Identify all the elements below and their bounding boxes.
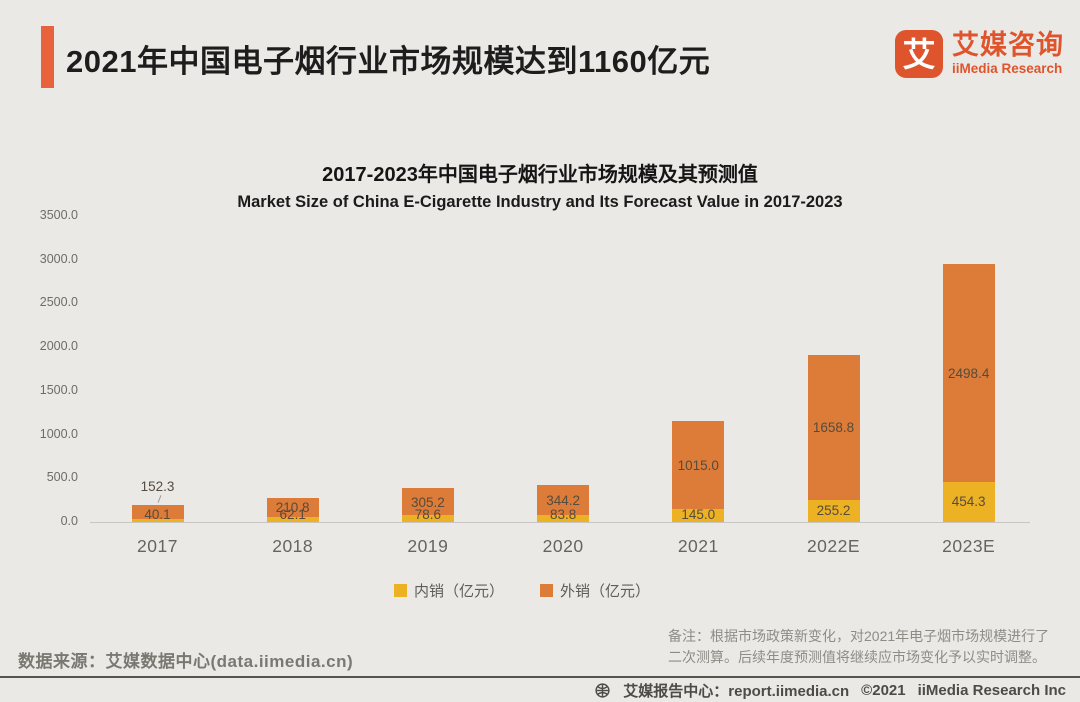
x-axis-label: 2021: [677, 536, 719, 556]
bar-label-export: 152.3: [140, 479, 175, 495]
globe-icon: [595, 683, 610, 698]
bar-label-export: 2498.4: [948, 366, 990, 382]
bar-label-domestic: 255.2: [816, 502, 851, 518]
chart-title: 2017-2023年中国电子烟行业市场规模及其预测值: [322, 164, 758, 186]
bar-segment-export: [807, 354, 860, 500]
bar-2018: 62.1 210.8: [266, 498, 319, 522]
bar-2019: 78.6 305.2: [401, 488, 454, 522]
brand-logo-glyph: 艾: [902, 35, 936, 73]
chart-note-line1: 备注：根据市场政策新变化，对2021年电子烟市场规模进行了: [668, 628, 1050, 644]
legend-label-domestic: 内销（亿元）: [413, 583, 504, 600]
bar-label-export: 1015.0: [677, 457, 719, 473]
bar-2021: 145.0 1015.0: [672, 420, 725, 522]
bar-segment-domestic: [942, 482, 995, 522]
bar-segment-domestic: [266, 516, 319, 522]
legend-label-export: 外销（亿元）: [560, 583, 651, 600]
chart-note-line2: 二次测算。后续年度预测值将继续应市场变化予以实时调整。: [668, 649, 1046, 665]
y-axis-tick-label: 3500.0: [39, 208, 78, 222]
label-leader-line: [157, 495, 161, 504]
y-axis-tick-label: 1500.0: [39, 382, 78, 397]
data-source: 数据来源：艾媒数据中心(data.iimedia.cn): [18, 652, 354, 671]
bar-segment-domestic: [537, 514, 590, 522]
x-axis-label: 2018: [272, 536, 314, 556]
x-axis-label: 2019: [407, 536, 449, 556]
footer-report-center: 艾媒报告中心：report.iimedia.cn: [623, 683, 850, 700]
bar-segment-export: [266, 498, 319, 517]
chart-legend: 内销（亿元） 外销（亿元）: [0, 580, 1044, 601]
brand-logo-icon: 艾: [895, 30, 943, 78]
bar-2017: 40.1 152.3: [131, 479, 184, 522]
x-axis-label: 2017: [137, 536, 178, 556]
y-axis-tick-label: 2000.0: [39, 339, 78, 354]
bar-segment-domestic: [807, 499, 860, 522]
bar-label-domestic: 145.0: [681, 507, 716, 522]
page-footer: 艾媒报告中心：report.iimedia.cn ©2021 iiMedia R…: [594, 680, 1066, 701]
legend-item-export: 外销（亿元）: [540, 580, 650, 601]
bar-label-domestic: 454.3: [951, 494, 986, 510]
bar-segment-domestic: [401, 515, 454, 522]
y-axis-tick-label: 3000.0: [39, 251, 78, 266]
footer-divider: [0, 676, 1080, 678]
legend-swatch-export: [540, 584, 553, 597]
legend-swatch-domestic: [393, 584, 407, 597]
brand-name-en: iiMedia Research: [952, 60, 1063, 76]
bar-segment-export: [401, 488, 454, 516]
brand-logo-text: 艾媒咨询 iiMedia Research: [952, 32, 1064, 76]
chart-note: 备注：根据市场政策新变化，对2021年电子烟市场规模进行了 二次测算。后续年度预…: [668, 626, 1049, 668]
bar-label-export: 344.2: [546, 492, 580, 508]
y-axis-tick-label: 2500.0: [39, 295, 78, 310]
bar-segment-export: [672, 420, 725, 510]
footer-company: iiMedia Research Inc: [917, 682, 1066, 699]
y-axis-tick-label: 0.0: [60, 514, 78, 528]
bar-segment-domestic: [131, 518, 184, 522]
bar-segment-export: [537, 484, 590, 515]
bar-2020: 83.8 344.2: [537, 484, 590, 522]
x-axis-label: 2023E: [942, 536, 996, 556]
bar-label-export: 305.2: [410, 494, 445, 510]
y-axis-tick-label: 1000.0: [39, 426, 78, 441]
bar-label-domestic: 78.6: [414, 507, 442, 522]
footer-copyright: ©2021: [861, 682, 906, 699]
chart-subtitle: Market Size of China E-Cigarette Industr…: [237, 193, 843, 211]
bar-label-export: 210.8: [275, 500, 310, 516]
bar-label-export: 1658.8: [812, 420, 855, 436]
bar-segment-export: [942, 263, 995, 483]
title-accent-bar: [41, 26, 54, 88]
bar-label-domestic: 83.8: [549, 507, 577, 522]
bar-segment-export: [131, 505, 184, 519]
x-axis-label: 2020: [542, 536, 584, 556]
page-title: 2021年中国电子烟行业市场规模达到1160亿元: [66, 44, 711, 79]
bar-2023E: 454.3 2498.4: [942, 263, 995, 522]
plot-area: 0.0 500.0 1000.0 1500.0 2000.0 2500.0 3000.0 35…: [40, 208, 1030, 556]
brand-logo: 艾 艾媒咨询 iiMedia Research: [895, 30, 1064, 78]
bar-2022E: 255.2 1658.8: [807, 354, 860, 522]
x-axis-label: 2022E: [806, 536, 861, 556]
bar-label-domestic: 40.1: [144, 507, 171, 522]
bar-segment-domestic: [672, 509, 725, 522]
brand-name-cn: 艾媒咨询: [952, 30, 1064, 61]
y-axis-tick-label: 500.0: [46, 470, 78, 485]
bar-label-domestic: 62.1: [279, 507, 306, 522]
legend-item-domestic: 内销（亿元）: [393, 580, 504, 601]
